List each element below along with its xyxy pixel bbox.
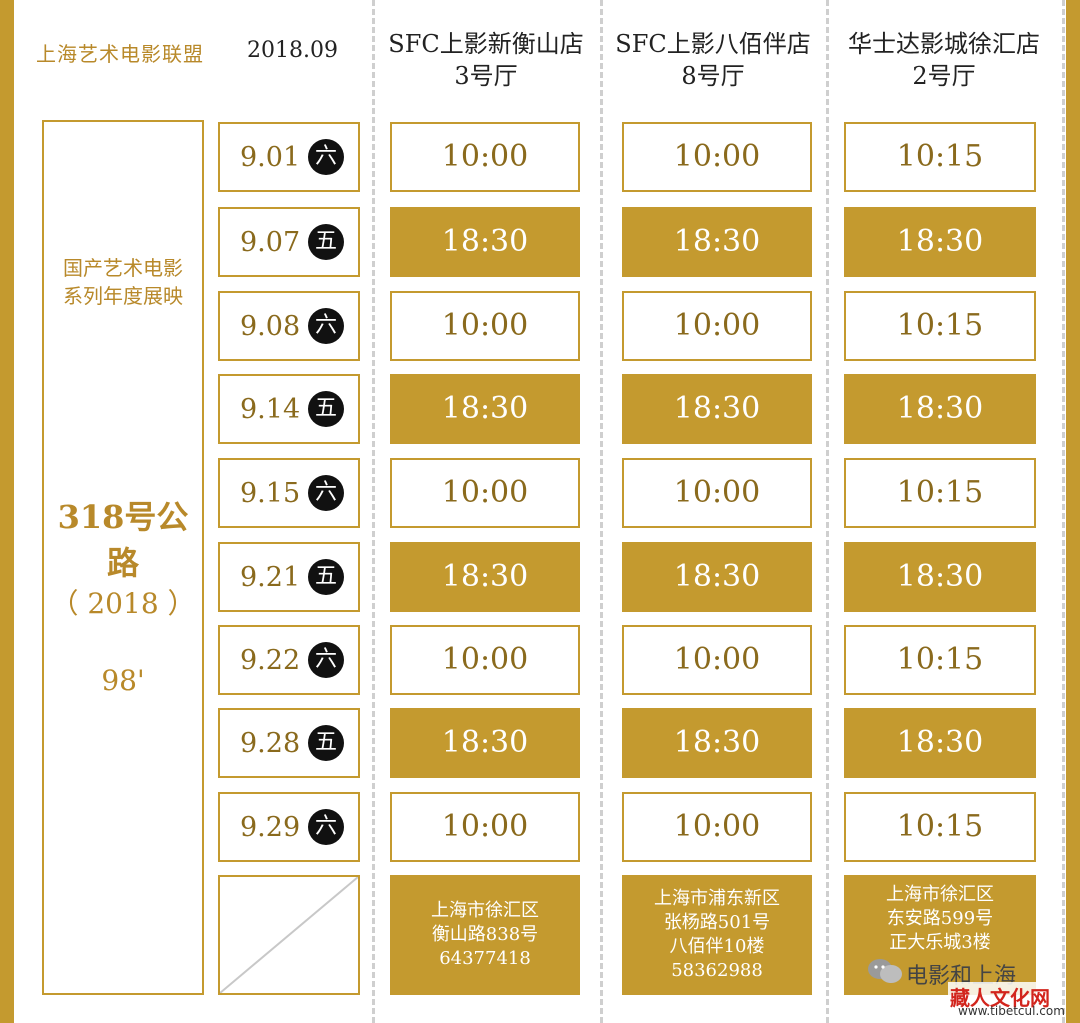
address-line: 上海市徐汇区 (886, 884, 994, 905)
showtime-cell: 10:00 (390, 122, 580, 192)
date-cell: 9.28 五 (218, 708, 360, 778)
film-series-line: 国产艺术电影 (63, 256, 183, 280)
wechat-icon (866, 956, 906, 988)
film-info-panel: 国产艺术电影 系列年度展映 318号公路 （ 2018 ） 98' (42, 120, 204, 995)
venue-header: 华士达影城徐汇店 2号厅 (832, 28, 1056, 92)
venue-hall: 8号厅 (681, 62, 745, 90)
showtime-cell: 18:30 (844, 207, 1036, 277)
showtime-cell: 10:00 (390, 625, 580, 695)
date-cell: 9.08 六 (218, 291, 360, 361)
address-phone: 58362988 (671, 960, 763, 981)
weekday-badge: 六 (308, 139, 344, 175)
column-divider (372, 0, 375, 1023)
screening-date: 9.22 (240, 645, 301, 676)
weekday-badge: 六 (308, 809, 344, 845)
showtime-cell: 10:00 (390, 458, 580, 528)
date-cell: 9.29 六 (218, 792, 360, 862)
showtime-cell: 10:00 (622, 458, 812, 528)
showtime-cell: 10:00 (390, 291, 580, 361)
screening-date: 9.15 (240, 478, 301, 509)
date-cell: 9.22 六 (218, 625, 360, 695)
organization-name: 上海艺术电影联盟 (36, 42, 204, 66)
watermark-site-name: 藏人文化网 (948, 982, 1052, 1011)
empty-cell (218, 875, 360, 995)
address-line: 衡山路838号 (431, 924, 539, 945)
screening-date: 9.14 (240, 394, 301, 425)
weekday-badge: 六 (308, 642, 344, 678)
right-gold-border (1066, 0, 1080, 1023)
venue-hall: 3号厅 (454, 62, 518, 90)
showtime-cell: 18:30 (622, 708, 812, 778)
weekday-badge: 五 (308, 391, 344, 427)
weekday-badge: 六 (308, 475, 344, 511)
film-series: 国产艺术电影 系列年度展映 (44, 254, 202, 310)
date-cell: 9.01 六 (218, 122, 360, 192)
date-cell: 9.15 六 (218, 458, 360, 528)
showtime-cell: 18:30 (390, 207, 580, 277)
address-line: 张杨路501号 (663, 912, 771, 933)
address-line: 上海市浦东新区 (654, 888, 780, 909)
screening-date: 9.28 (240, 728, 301, 759)
address-phone: 64377418 (439, 948, 531, 969)
month-label: 2018.09 (247, 38, 338, 63)
venue-header: SFC上影八佰伴店 8号厅 (606, 28, 820, 92)
weekday-badge: 五 (308, 224, 344, 260)
showtime-cell: 10:15 (844, 291, 1036, 361)
watermark-site-url: www.tibetcul.com (958, 1004, 1065, 1018)
showtime-cell: 18:30 (844, 542, 1036, 612)
venue-address: 上海市徐汇区 衡山路838号 64377418 (390, 875, 580, 995)
showtime-cell: 10:15 (844, 122, 1036, 192)
column-divider (826, 0, 829, 1023)
screening-date: 9.29 (240, 812, 301, 843)
screening-date: 9.07 (240, 227, 301, 258)
left-gold-border (0, 0, 14, 1023)
film-title: 318号公路 (57, 498, 189, 582)
date-cell: 9.21 五 (218, 542, 360, 612)
address-line: 上海市徐汇区 (431, 900, 539, 921)
showtime-cell: 18:30 (390, 374, 580, 444)
showtime-cell: 18:30 (622, 374, 812, 444)
film-series-line: 系列年度展映 (63, 284, 183, 308)
showtime-cell: 10:00 (622, 625, 812, 695)
column-divider (600, 0, 603, 1023)
showtime-cell: 18:30 (844, 374, 1036, 444)
address-line: 正大乐城3楼 (889, 932, 991, 953)
weekday-badge: 五 (308, 559, 344, 595)
showtime-cell: 10:00 (622, 792, 812, 862)
showtime-cell: 10:00 (390, 792, 580, 862)
showtime-cell: 18:30 (622, 542, 812, 612)
venue-address: 上海市浦东新区 张杨路501号 八佰伴10楼 58362988 (622, 875, 812, 995)
weekday-badge: 五 (308, 725, 344, 761)
showtime-cell: 18:30 (390, 708, 580, 778)
venue-hall: 2号厅 (912, 62, 976, 90)
showtime-cell: 10:15 (844, 625, 1036, 695)
venue-name: SFC上影新衡山店 (388, 30, 584, 58)
address-line: 八佰伴10楼 (669, 936, 765, 957)
showtime-cell: 10:15 (844, 458, 1036, 528)
showtime-cell: 10:15 (844, 792, 1036, 862)
showtime-cell: 10:00 (622, 291, 812, 361)
date-cell: 9.14 五 (218, 374, 360, 444)
venue-name: SFC上影八佰伴店 (615, 30, 811, 58)
date-cell: 9.07 五 (218, 207, 360, 277)
column-divider (1062, 0, 1065, 1023)
diagonal-slash-icon (220, 877, 358, 993)
screening-date: 9.01 (240, 142, 301, 173)
showtime-cell: 18:30 (390, 542, 580, 612)
film-year: （ 2018 ） (50, 587, 196, 620)
venue-header: SFC上影新衡山店 3号厅 (380, 28, 592, 92)
venue-name: 华士达影城徐汇店 (848, 30, 1040, 58)
film-runtime: 98' (101, 664, 145, 697)
showtime-cell: 18:30 (844, 708, 1036, 778)
showtime-cell: 18:30 (622, 207, 812, 277)
address-line: 东安路599号 (886, 908, 994, 929)
weekday-badge: 六 (308, 308, 344, 344)
screening-date: 9.08 (240, 311, 301, 342)
screening-date: 9.21 (240, 562, 301, 593)
showtime-cell: 10:00 (622, 122, 812, 192)
